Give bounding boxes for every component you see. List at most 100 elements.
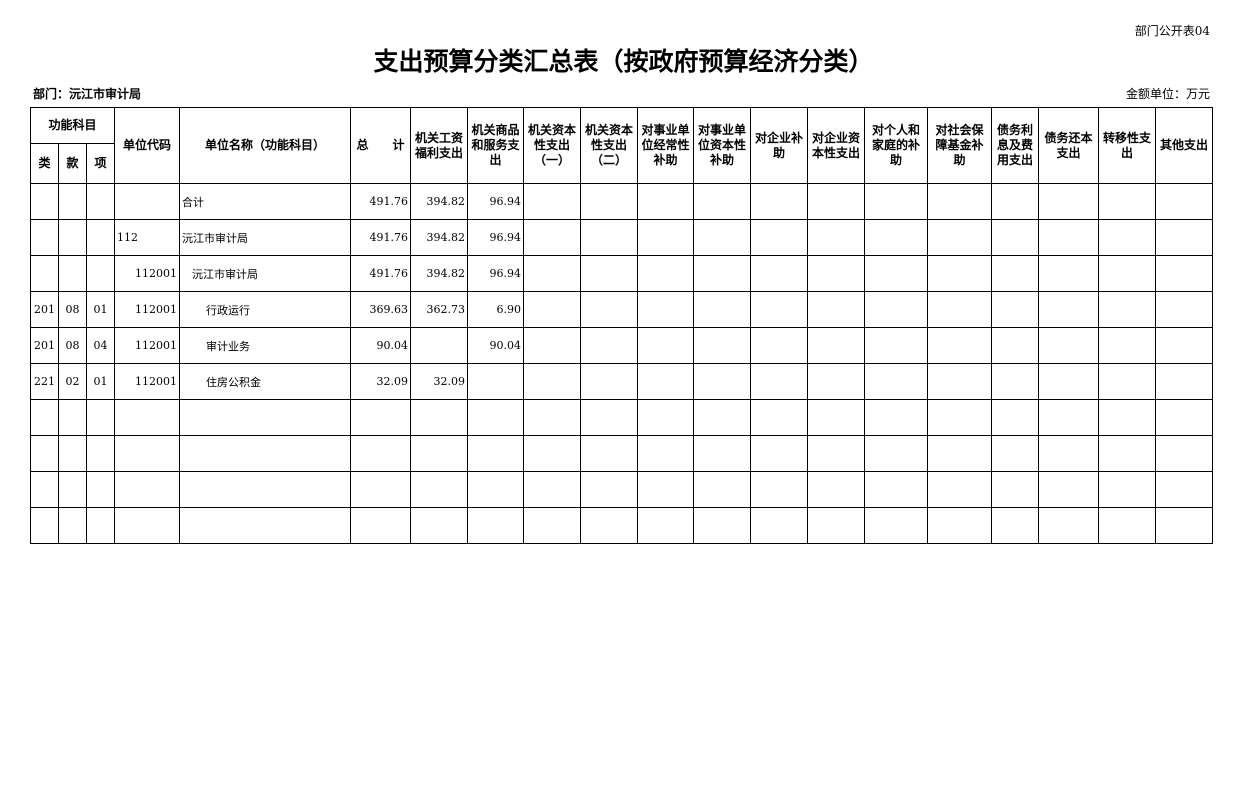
cell-empty: [637, 183, 694, 220]
cell-name: 沅江市审计局: [179, 255, 351, 292]
header-col: 对社会保障基金补助: [927, 107, 992, 184]
cell-empty: [693, 363, 751, 400]
cell-empty: [693, 399, 751, 436]
cell-total: 491.76: [350, 255, 411, 292]
cell-empty: [58, 507, 87, 544]
header-col: 机关资本性支出（一）: [523, 107, 581, 184]
header-xiang: 项: [86, 143, 115, 184]
cell-empty: [991, 183, 1039, 220]
cell-empty: [864, 255, 928, 292]
cell-empty: [1155, 507, 1213, 544]
cell-lei: 221: [30, 363, 59, 400]
table-row: 112001 沅江市审计局 491.76 394.82 96.94: [30, 255, 1213, 292]
cell-empty: [927, 255, 992, 292]
cell-c0: 362.73: [410, 291, 468, 328]
cell-empty: [991, 327, 1039, 364]
cell-empty: [807, 291, 865, 328]
cell-empty: [580, 399, 638, 436]
cell-empty: [86, 399, 115, 436]
cell-empty: [1155, 183, 1213, 220]
cell-empty: [637, 255, 694, 292]
cell-empty: [523, 183, 581, 220]
cell-empty: [807, 327, 865, 364]
cell-empty: [523, 435, 581, 472]
cell-empty: [864, 291, 928, 328]
cell-empty: [523, 219, 581, 256]
cell-kuan: [58, 219, 87, 256]
header-lei: 类: [30, 143, 59, 184]
cell-empty: [1155, 435, 1213, 472]
cell-empty: [114, 435, 180, 472]
cell-name: 审计业务: [179, 327, 351, 364]
cell-empty: [523, 291, 581, 328]
cell-c0: 394.82: [410, 219, 468, 256]
cell-empty: [179, 471, 351, 508]
table-row: [30, 399, 1213, 436]
header-col: 对个人和家庭的补助: [864, 107, 928, 184]
cell-empty: [991, 507, 1039, 544]
cell-empty: [350, 399, 411, 436]
cell-empty: [114, 507, 180, 544]
cell-c0: 32.09: [410, 363, 468, 400]
cell-empty: [350, 471, 411, 508]
cell-empty: [580, 471, 638, 508]
cell-kuan: 02: [58, 363, 87, 400]
cell-kuan: 08: [58, 327, 87, 364]
cell-empty: [864, 399, 928, 436]
cell-empty: [864, 183, 928, 220]
cell-empty: [1155, 399, 1213, 436]
cell-xiang: [86, 183, 115, 220]
cell-empty: [1038, 435, 1099, 472]
cell-empty: [693, 435, 751, 472]
cell-empty: [991, 363, 1039, 400]
cell-total: 491.76: [350, 183, 411, 220]
cell-empty: [580, 291, 638, 328]
cell-empty: [637, 399, 694, 436]
budget-table: 功能科目 单位代码 单位名称（功能科目） 总 计 机关工资福利支出 机关商品和服…: [30, 107, 1213, 544]
cell-empty: [1038, 219, 1099, 256]
header-col: 机关商品和服务支出: [467, 107, 524, 184]
cell-empty: [991, 291, 1039, 328]
cell-empty: [637, 435, 694, 472]
cell-empty: [30, 435, 59, 472]
cell-empty: [693, 219, 751, 256]
cell-empty: [637, 363, 694, 400]
cell-empty: [30, 471, 59, 508]
cell-empty: [1155, 363, 1213, 400]
cell-empty: [114, 471, 180, 508]
cell-empty: [750, 363, 808, 400]
cell-empty: [410, 507, 468, 544]
cell-empty: [1038, 255, 1099, 292]
cell-empty: [750, 219, 808, 256]
cell-empty: [1038, 471, 1099, 508]
cell-empty: [1098, 219, 1156, 256]
cell-lei: 201: [30, 327, 59, 364]
cell-lei: 201: [30, 291, 59, 328]
cell-empty: [467, 399, 524, 436]
header-col: 对事业单位经常性补助: [637, 107, 694, 184]
cell-empty: [807, 219, 865, 256]
cell-empty: [410, 471, 468, 508]
cell-empty: [350, 507, 411, 544]
cell-empty: [927, 471, 992, 508]
cell-kuan: [58, 255, 87, 292]
cell-c1: 6.90: [467, 291, 524, 328]
cell-empty: [864, 435, 928, 472]
cell-empty: [1098, 399, 1156, 436]
cell-empty: [350, 435, 411, 472]
cell-empty: [86, 471, 115, 508]
cell-empty: [86, 435, 115, 472]
cell-code: 112: [114, 219, 180, 256]
cell-empty: [750, 327, 808, 364]
cell-empty: [927, 363, 992, 400]
cell-empty: [927, 399, 992, 436]
cell-empty: [523, 507, 581, 544]
table-row: 221 02 01 112001 住房公积金 32.09 32.09: [30, 363, 1213, 400]
cell-empty: [693, 471, 751, 508]
cell-empty: [1098, 183, 1156, 220]
cell-lei: [30, 219, 59, 256]
cell-empty: [1038, 291, 1099, 328]
cell-empty: [1155, 219, 1213, 256]
cell-empty: [927, 183, 992, 220]
cell-empty: [1098, 291, 1156, 328]
